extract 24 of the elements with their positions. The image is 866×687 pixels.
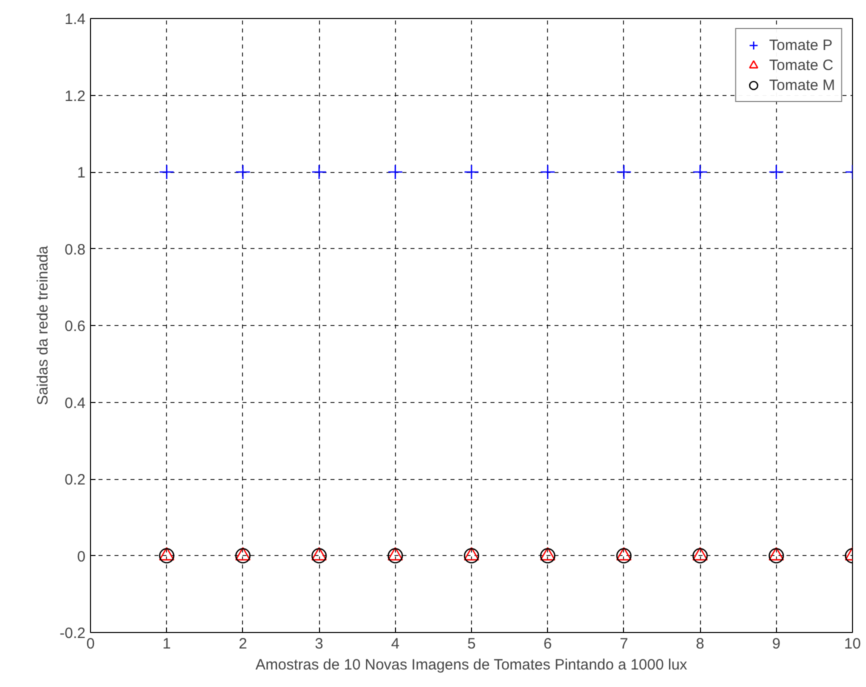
x-axis-title: Amostras de 10 Novas Imagens de Tomates Pintando a 1000 lux	[256, 656, 688, 674]
y-tick-label: -0.2	[60, 625, 86, 642]
y-tick-label: 0.6	[64, 318, 86, 335]
x-tick-label: 4	[391, 636, 400, 652]
y-tick-label: 1.4	[64, 11, 86, 28]
x-tick-label: 2	[238, 636, 248, 652]
x-tick-label: 10	[844, 636, 861, 652]
legend-label: Tomate P	[769, 36, 833, 54]
y-tick-label: 1.2	[64, 88, 86, 105]
y-tick-label: 0	[77, 548, 86, 566]
y-tick-label: 0.8	[64, 241, 86, 258]
legend-label: Tomate C	[769, 56, 834, 74]
y-axis-title: Saidas da rede treinada	[34, 245, 52, 406]
y-tick-label: 0.2	[64, 472, 86, 488]
x-tick-label: 8	[696, 636, 704, 652]
x-tick-label: 7	[620, 636, 628, 652]
y-tick-label: 0.4	[64, 394, 86, 412]
x-tick-label: 9	[772, 636, 780, 652]
y-tick-label: 1	[77, 164, 86, 182]
x-tick-label: 5	[467, 636, 476, 652]
legend-label: Tomate M	[769, 76, 835, 94]
x-tick-label: 3	[314, 636, 324, 652]
x-tick-label: 6	[544, 636, 552, 652]
x-tick-label: 1	[162, 636, 171, 652]
